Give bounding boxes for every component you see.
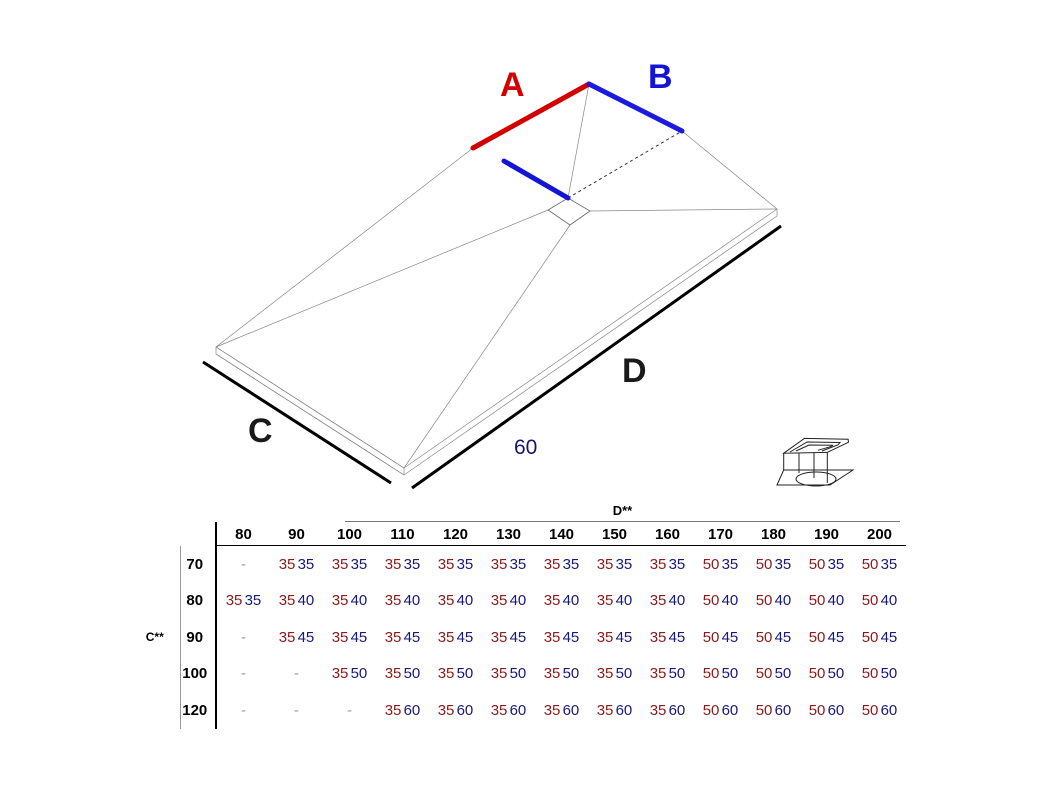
svg-text:A: A bbox=[500, 66, 525, 104]
svg-text:B: B bbox=[648, 58, 673, 96]
svg-text:D: D bbox=[622, 352, 647, 390]
svg-text:60: 60 bbox=[514, 436, 537, 459]
svg-text:C: C bbox=[248, 412, 273, 450]
